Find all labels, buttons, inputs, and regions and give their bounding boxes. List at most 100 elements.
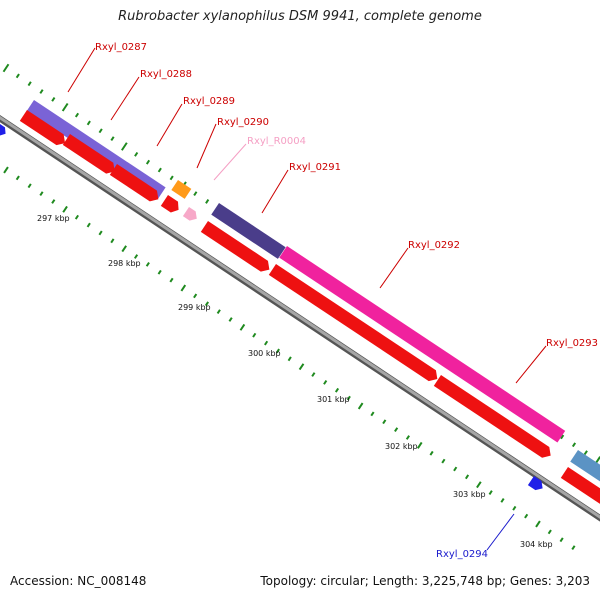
tick-mark <box>287 356 292 362</box>
kbp-label-301: 301 kbp <box>317 395 350 404</box>
tick-mark <box>512 505 517 511</box>
tick-mark <box>252 332 257 338</box>
tick-mark <box>228 317 233 322</box>
cds-arrow-rxyl-0291[interactable] <box>200 221 273 275</box>
trna-arrow-rxyl-r0004[interactable] <box>182 207 200 223</box>
cds-arrow-rxyl-0290[interactable] <box>160 195 182 215</box>
tick-mark <box>98 128 103 134</box>
kbp-label-304: 304 kbp <box>520 540 553 549</box>
tick-mark <box>405 435 410 440</box>
tick-mark <box>39 191 44 196</box>
accession-label: Accession: NC_008148 <box>10 574 147 588</box>
tick-mark <box>441 458 446 464</box>
gene-label-rxyl-0287[interactable]: Rxyl_0287 <box>95 42 147 53</box>
tick-mark <box>264 340 269 346</box>
reverse-gene-rxyl-0294[interactable] <box>527 476 546 493</box>
tick-mark <box>134 151 139 157</box>
gene-label-rxyl-0293[interactable]: Rxyl_0293 <box>546 338 598 349</box>
tick-mark <box>216 309 221 314</box>
tick-mark <box>205 199 210 204</box>
tick-mark <box>110 136 115 142</box>
cds-arrow-rxyl-0289[interactable] <box>109 164 162 205</box>
tick-mark <box>488 490 493 495</box>
tick-mark <box>145 159 151 165</box>
kbp-label-297: 297 kbp <box>37 214 70 223</box>
map-title: Rubrobacter xylanophilus DSM 9941, compl… <box>118 9 482 24</box>
gene-label-rxyl-0289[interactable]: Rxyl_0289 <box>183 96 235 107</box>
tick-mark <box>27 183 32 189</box>
gene-label-rxyl-0292[interactable]: Rxyl_0292 <box>408 240 460 251</box>
tick-mark <box>74 112 80 118</box>
tick-mark <box>62 205 68 213</box>
cds-arrow-rxyl-0292[interactable] <box>268 264 441 384</box>
cds-arrow-rxyl-0295[interactable] <box>560 467 600 514</box>
gene-label-rxyl-r0004[interactable]: Rxyl_R0004 <box>247 136 306 147</box>
gene-label-rxyl-0294[interactable]: Rxyl_0294 <box>436 549 488 560</box>
gene-label-rxyl-0291[interactable]: Rxyl_0291 <box>289 162 341 173</box>
cds-arrow-rxyl-0288[interactable] <box>62 134 119 177</box>
tick-mark <box>74 214 79 220</box>
tick-mark <box>27 81 32 87</box>
tick-mark <box>346 395 351 401</box>
tick-mark <box>476 481 482 489</box>
gene-label-leaders <box>67 47 547 551</box>
tick-mark <box>547 529 552 535</box>
tick-mark <box>51 199 56 204</box>
tick-mark <box>298 363 305 371</box>
kbp-label-303: 303 kbp <box>453 490 486 499</box>
tick-mark <box>370 411 375 417</box>
tick-mark <box>535 520 541 528</box>
feature-bar-rxyl-0295[interactable] <box>570 450 600 495</box>
tick-mark <box>121 245 127 253</box>
tick-mark <box>571 442 577 448</box>
tick-mark <box>204 301 210 307</box>
tick-mark <box>429 450 434 456</box>
tick-mark <box>193 293 198 299</box>
reverse-gene-left-edge[interactable] <box>0 124 8 138</box>
gene-label-rxyl-0290[interactable]: Rxyl_0290 <box>217 117 269 128</box>
tick-mark <box>51 97 56 102</box>
tick-mark <box>583 450 588 455</box>
kbp-label-300: 300 kbp <box>248 349 281 358</box>
tick-mark <box>193 191 198 196</box>
tick-mark <box>559 537 564 543</box>
tick-mark <box>110 238 115 244</box>
kbp-label-299: 299 kbp <box>178 303 211 312</box>
topology-label: Topology: circular; Length: 3,225,748 bp… <box>260 574 590 588</box>
tick-mark <box>357 402 364 410</box>
gene-label-rxyl-0288[interactable]: Rxyl_0288 <box>140 69 192 80</box>
feature-bar-rxyl-0290[interactable] <box>171 180 192 199</box>
tick-mark <box>61 102 69 112</box>
kbp-label-298: 298 kbp <box>108 259 141 268</box>
tick-mark <box>157 167 162 173</box>
tick-mark <box>524 513 529 519</box>
tick-mark <box>180 284 187 292</box>
tick-mark <box>275 348 280 354</box>
tick-mark <box>3 166 9 174</box>
tick-mark <box>453 466 458 472</box>
tick-mark <box>382 419 387 425</box>
tick-mark <box>15 175 20 181</box>
tick-mark <box>2 63 10 73</box>
feature-bar-rxyl-0291[interactable] <box>211 203 286 259</box>
tick-mark <box>394 427 399 433</box>
tick-mark <box>311 372 316 377</box>
tick-mark <box>86 222 91 228</box>
tick-mark <box>169 175 174 181</box>
tick-mark <box>15 73 20 79</box>
tick-mark <box>133 254 139 259</box>
cds-arrow-rxyl-0293[interactable] <box>433 375 554 461</box>
tick-mark <box>98 230 103 236</box>
tick-mark <box>145 262 150 267</box>
tick-mark <box>39 89 44 94</box>
tick-mark <box>571 545 576 551</box>
tick-mark <box>560 434 565 440</box>
cds-arrow-rxyl-0287[interactable] <box>19 110 69 148</box>
tick-mark <box>500 498 505 503</box>
tick-mark <box>157 269 162 275</box>
feature-bar-rxyl-0292[interactable] <box>279 246 566 443</box>
tick-mark <box>323 380 328 385</box>
kbp-label-302: 302 kbp <box>385 442 418 451</box>
tick-mark <box>169 277 174 283</box>
